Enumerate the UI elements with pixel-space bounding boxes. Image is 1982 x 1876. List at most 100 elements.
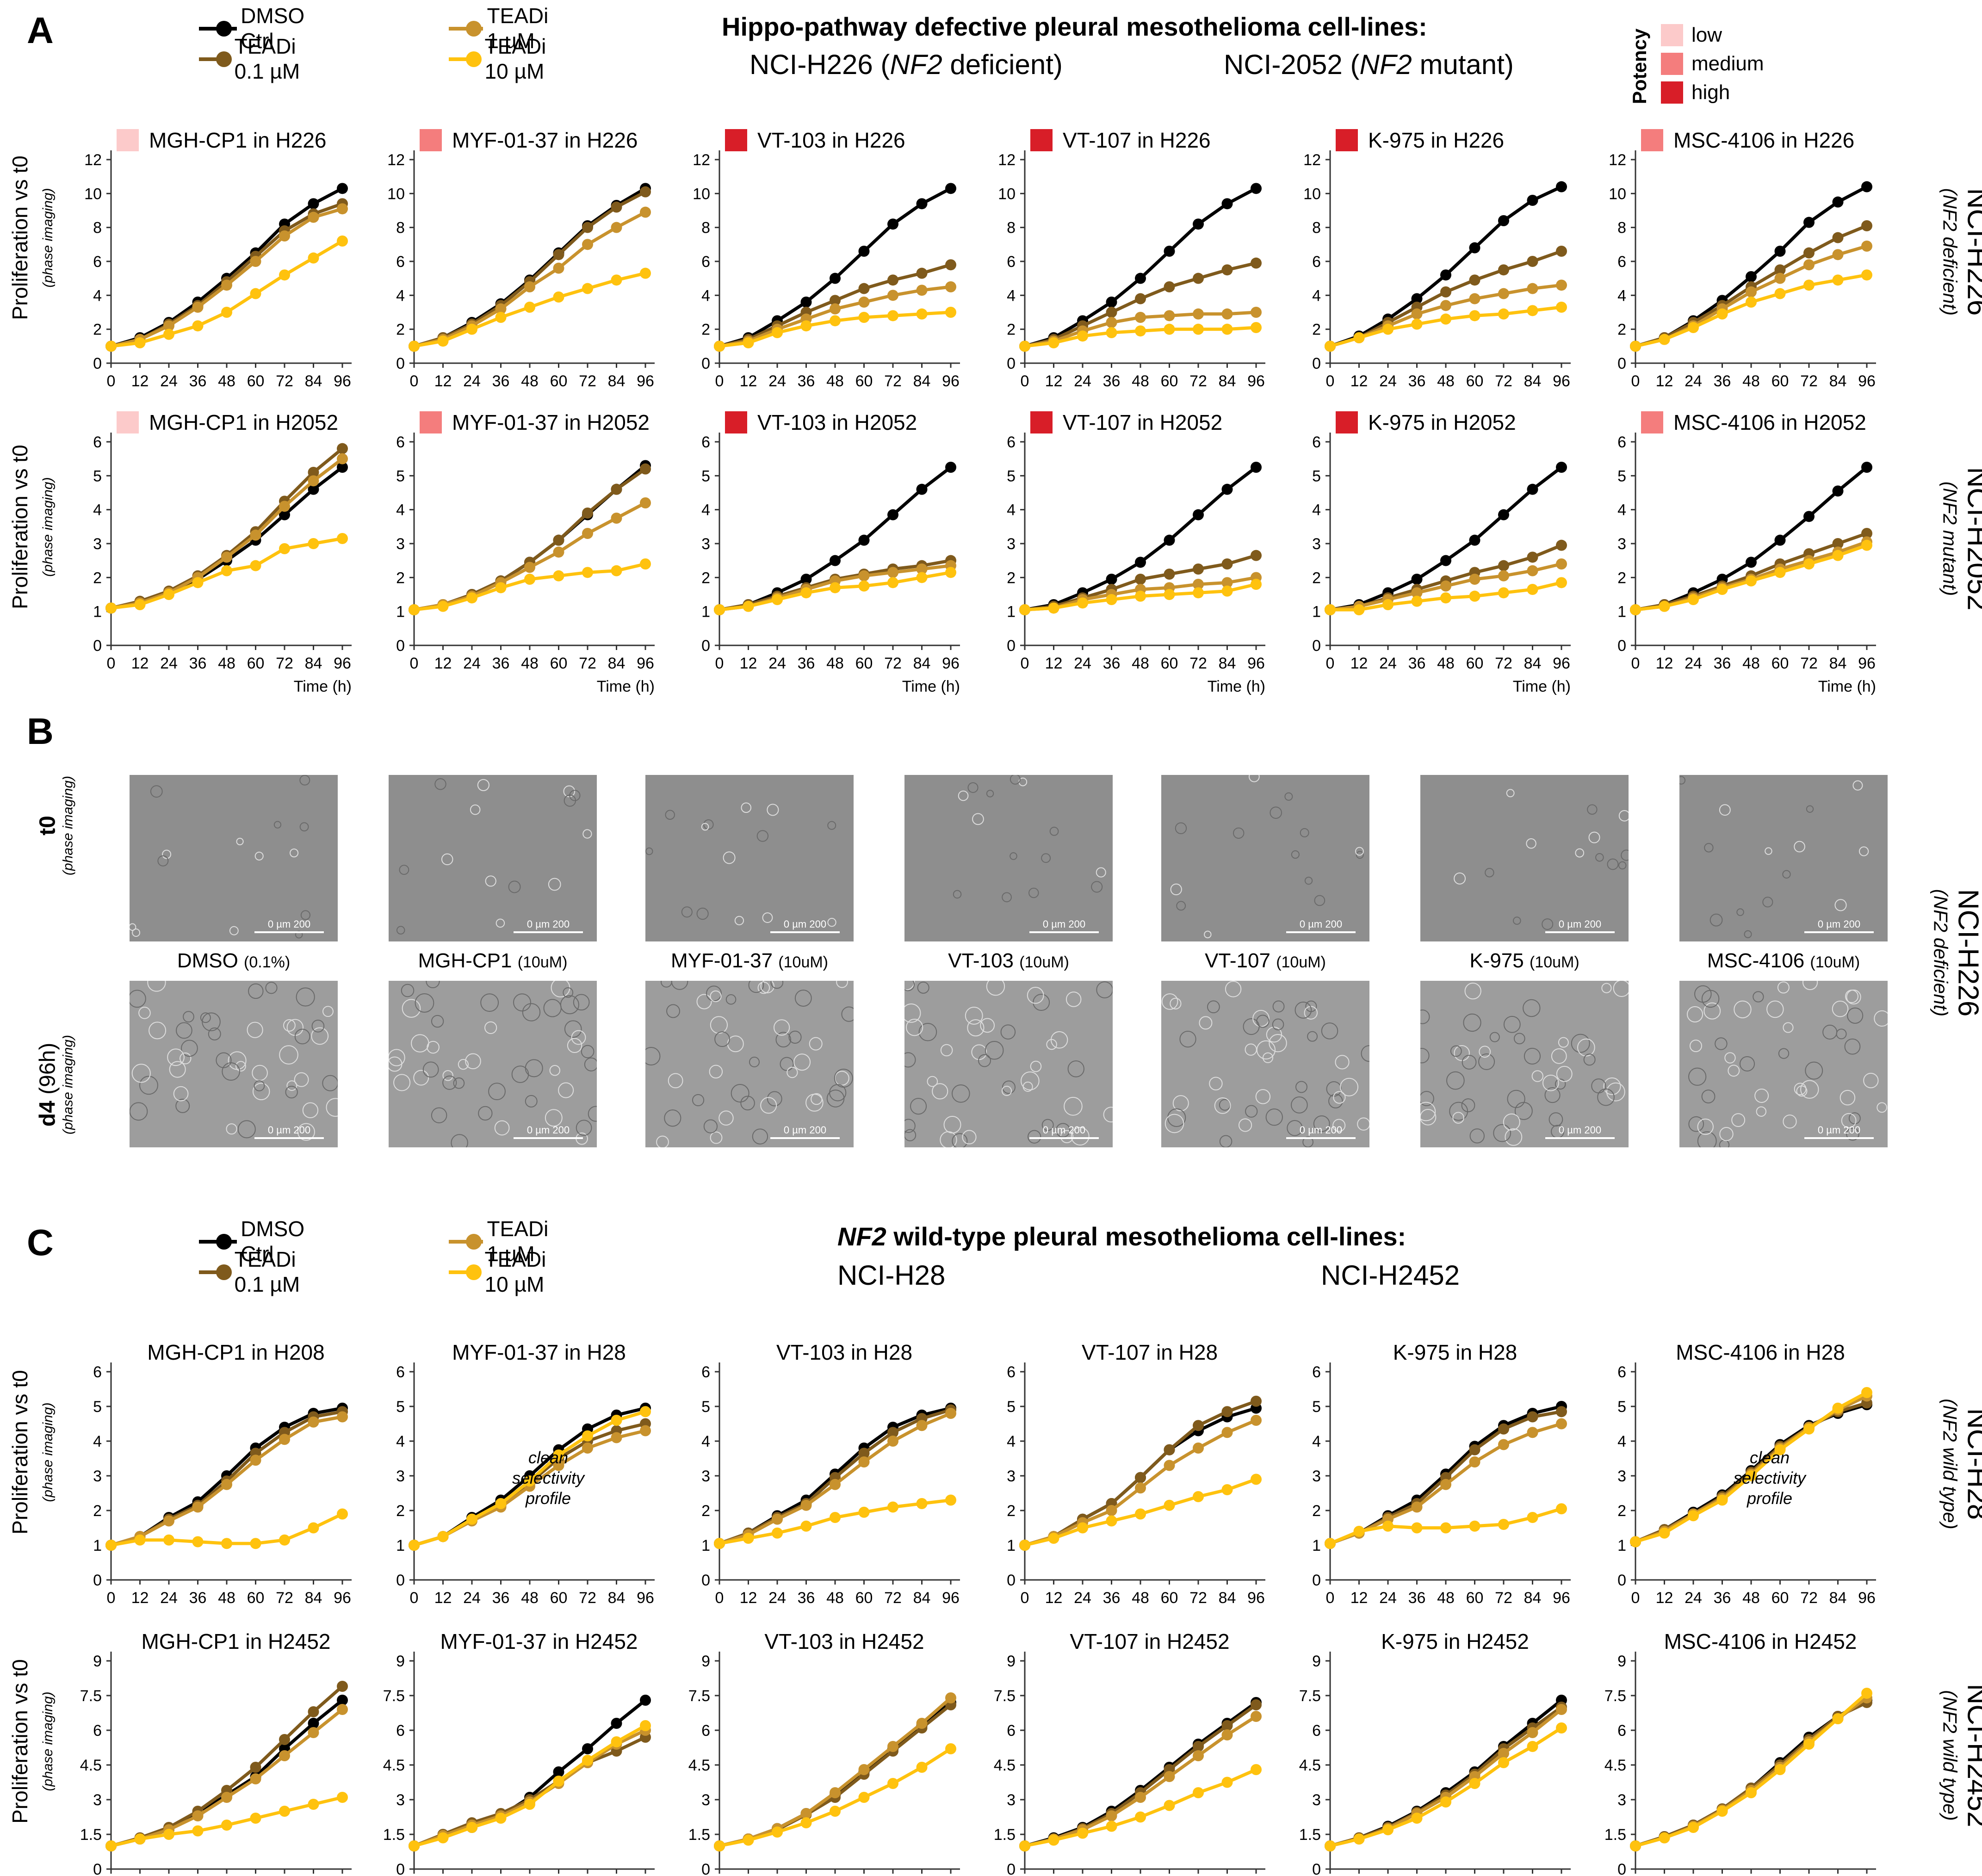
- data-point: [830, 1479, 841, 1490]
- data-point: [1803, 259, 1815, 271]
- cell: [1233, 827, 1245, 839]
- data-point: [945, 307, 956, 318]
- series-line: [111, 239, 343, 348]
- x-tick-label: 12: [434, 655, 452, 672]
- line-chart: 01.534.567.5901224364860728496Time (h)VT…: [688, 1629, 960, 1876]
- cell: [470, 804, 481, 815]
- data-point: [1527, 1427, 1538, 1438]
- data-point: [1251, 322, 1262, 333]
- cell: [962, 1130, 977, 1145]
- data-point: [1630, 341, 1641, 352]
- data-point: [1164, 569, 1175, 580]
- y-tick-label: 12: [998, 151, 1016, 169]
- y-tick-label: 0: [1007, 637, 1016, 655]
- legend-swatch: [449, 1226, 483, 1257]
- data-point: [743, 337, 754, 348]
- cell: [718, 1110, 734, 1126]
- data-point: [858, 1456, 870, 1467]
- data-point: [1774, 264, 1786, 276]
- potency-indicator: [420, 129, 442, 151]
- x-tick-label: 12: [1045, 1589, 1063, 1607]
- cell: [297, 1123, 315, 1141]
- series-line: [1330, 1699, 1563, 1848]
- data-point: [1498, 308, 1509, 320]
- scale-bar: 0 µm 200: [1545, 1124, 1615, 1139]
- data-point: [1527, 1741, 1538, 1752]
- data-point: [1019, 1540, 1030, 1551]
- data-point: [1106, 297, 1117, 308]
- cell: [664, 1109, 681, 1127]
- x-tick-label: 36: [1714, 1589, 1731, 1607]
- potency-indicator: [725, 411, 747, 433]
- x-tick-label: 96: [637, 372, 654, 390]
- data-point: [1382, 599, 1394, 610]
- y-tick-label: 6: [93, 1722, 102, 1740]
- data-point: [279, 543, 290, 554]
- y-tick-label: 1: [1312, 1537, 1321, 1554]
- x-tick-label: 24: [1685, 655, 1702, 672]
- cell: [1064, 1096, 1083, 1116]
- x-tick-label: 84: [305, 1589, 322, 1607]
- data-point: [308, 475, 319, 487]
- x-tick-label: 48: [218, 372, 235, 390]
- data-point: [192, 1536, 204, 1548]
- y-tick-label: 6: [93, 1363, 102, 1381]
- cell: [1096, 867, 1106, 878]
- cell: [1794, 841, 1805, 853]
- data-point: [1659, 601, 1670, 612]
- cell: [1265, 1108, 1283, 1126]
- cell: [551, 981, 570, 997]
- cell: [588, 1106, 597, 1122]
- y-tick-label: 0: [396, 637, 405, 655]
- x-tick-label: 36: [189, 372, 207, 390]
- chart-annotation: clean: [528, 1448, 568, 1467]
- data-point: [1774, 1764, 1786, 1775]
- data-point: [1498, 1519, 1509, 1530]
- cell: [1689, 1040, 1702, 1053]
- x-tick-label: 72: [1189, 655, 1207, 672]
- scale-bar: 0 µm 200: [254, 918, 324, 933]
- data-point: [1251, 183, 1262, 194]
- x-tick-label: 36: [1408, 655, 1426, 672]
- y-tick-label: 6: [1312, 253, 1321, 271]
- cell: [567, 1038, 582, 1053]
- x-tick-label: 24: [463, 655, 481, 672]
- cell: [978, 1054, 991, 1067]
- y-tick-label: 0: [396, 1572, 405, 1589]
- y-tick-label: 7.5: [688, 1687, 710, 1705]
- cell: [927, 1076, 938, 1087]
- y-tick-label: 12: [1609, 151, 1626, 169]
- panel-c-title: NF2 wild-type pleural mesothelioma cell-…: [837, 1222, 1406, 1251]
- cell: [740, 1096, 755, 1111]
- cell: [1294, 1001, 1312, 1019]
- data-point: [308, 211, 319, 223]
- x-tick-label: 48: [1437, 655, 1455, 672]
- cell: [1731, 1113, 1746, 1127]
- data-point: [582, 283, 593, 294]
- potency-label: high: [1691, 81, 1730, 104]
- cell: [710, 990, 722, 1003]
- cell: [563, 987, 574, 998]
- data-point: [1716, 308, 1728, 320]
- data-point: [945, 1494, 956, 1506]
- y-tick-label: 1.5: [80, 1826, 102, 1844]
- data-point: [1861, 528, 1872, 539]
- cell: [180, 1053, 192, 1065]
- cell: [478, 1106, 493, 1121]
- phase-image: 0 µm 200: [130, 981, 338, 1147]
- data-point: [437, 335, 449, 347]
- data-point: [1527, 483, 1538, 495]
- data-point: [887, 310, 898, 322]
- data-point: [1527, 1727, 1538, 1738]
- data-point: [743, 1533, 754, 1544]
- x-tick-label: 84: [1219, 1589, 1236, 1607]
- data-point: [1861, 220, 1872, 231]
- data-point: [1469, 310, 1480, 322]
- y-tick-label: 10: [998, 185, 1016, 203]
- cell: [1783, 1022, 1794, 1033]
- cell: [1548, 1112, 1563, 1127]
